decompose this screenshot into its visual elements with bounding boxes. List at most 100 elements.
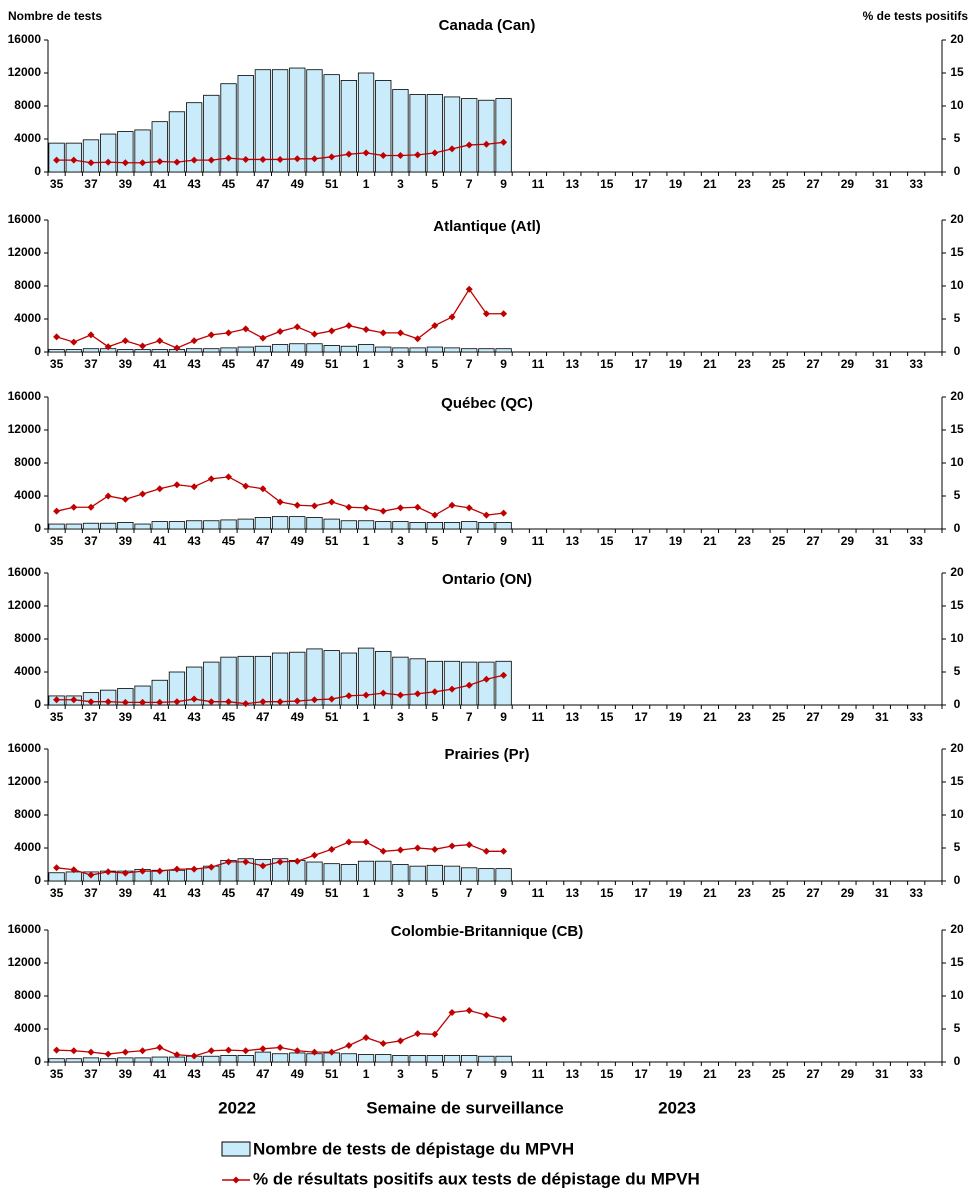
marker xyxy=(139,698,147,706)
x-tick-label: 51 xyxy=(325,534,339,548)
bar xyxy=(461,1055,478,1063)
bar xyxy=(443,96,461,173)
marker xyxy=(310,1048,318,1056)
x-tick-label: 37 xyxy=(84,177,98,191)
x-tick-label: 15 xyxy=(600,177,614,191)
panel: Prairies (Pr)040008000120001600005101520… xyxy=(8,741,964,900)
bar xyxy=(375,346,392,353)
x-tick-label: 35 xyxy=(50,534,64,548)
bar xyxy=(151,121,168,173)
x-tick-label: 39 xyxy=(119,1067,133,1081)
bar xyxy=(323,344,340,353)
bar xyxy=(82,1057,100,1063)
bar xyxy=(375,80,392,173)
x-tick-label: 29 xyxy=(841,710,855,724)
bar xyxy=(237,518,254,530)
bar xyxy=(271,652,289,706)
marker xyxy=(448,1009,456,1016)
x-tick-label: 41 xyxy=(153,357,167,371)
bar xyxy=(357,1054,375,1063)
marker xyxy=(139,342,147,350)
x-tick-label: 43 xyxy=(187,886,201,900)
x-tick-label: 9 xyxy=(500,710,507,724)
x-tick-label: 41 xyxy=(153,177,167,191)
x-tick-label: 3 xyxy=(397,177,404,191)
bar xyxy=(237,346,254,353)
y-tick-label: 0 xyxy=(34,521,41,535)
bar xyxy=(220,519,237,530)
marker xyxy=(276,1043,284,1051)
marker xyxy=(310,696,318,704)
bar xyxy=(340,80,358,173)
x-tick-label: 19 xyxy=(669,886,683,900)
marker xyxy=(431,322,439,330)
bar xyxy=(392,89,409,173)
bar xyxy=(185,348,203,353)
marker xyxy=(362,504,370,512)
y-tick-label: 16000 xyxy=(8,212,42,226)
x-tick-label: 25 xyxy=(772,1067,786,1081)
marker xyxy=(225,1046,233,1054)
year-label: 2022 xyxy=(218,1098,256,1117)
x-tick-label: 19 xyxy=(669,357,683,371)
x-tick-label: 27 xyxy=(806,710,820,724)
bar xyxy=(220,347,237,353)
marker xyxy=(225,473,233,481)
y-tick-label: 4000 xyxy=(14,131,41,145)
x-tick-label: 21 xyxy=(703,710,717,724)
marker xyxy=(396,1037,404,1045)
marker xyxy=(500,1015,508,1023)
marker xyxy=(414,844,422,852)
marker xyxy=(448,313,456,321)
marker xyxy=(190,483,198,491)
x-tick-label: 45 xyxy=(222,534,236,548)
x-tick-label: 9 xyxy=(500,1067,507,1081)
marker xyxy=(259,1045,267,1053)
marker xyxy=(87,159,95,167)
bar xyxy=(426,864,443,882)
y2-tick-label: 5 xyxy=(954,131,961,145)
marker xyxy=(190,865,198,873)
y-tick-label: 12000 xyxy=(8,245,42,259)
x-tick-label: 7 xyxy=(466,357,473,371)
marker xyxy=(362,838,370,846)
marker xyxy=(379,329,387,337)
y2-tick-label: 20 xyxy=(950,922,964,936)
x-tick-label: 29 xyxy=(841,534,855,548)
x-tick-label: 11 xyxy=(532,710,545,724)
bar xyxy=(254,655,272,706)
x-tick-label: 39 xyxy=(119,886,133,900)
x-tick-label: 49 xyxy=(291,710,305,724)
x-tick-label: 15 xyxy=(600,1067,614,1081)
marker xyxy=(87,1048,95,1056)
marker xyxy=(87,503,95,511)
marker xyxy=(345,503,353,511)
bar xyxy=(392,864,409,882)
bar xyxy=(409,1055,426,1063)
bar xyxy=(220,656,237,706)
marker xyxy=(173,344,181,352)
legend-label: Nombre de tests de dépistage du MPVH xyxy=(253,1139,574,1158)
marker xyxy=(293,697,301,705)
x-tick-label: 5 xyxy=(431,357,438,371)
x-tick-label: 13 xyxy=(566,886,580,900)
x-tick-label: 51 xyxy=(325,357,339,371)
x-tick-label: 23 xyxy=(738,710,752,724)
bar xyxy=(323,518,340,530)
marker xyxy=(225,698,233,706)
x-tick-label: 39 xyxy=(119,357,133,371)
y2-tick-label: 0 xyxy=(954,697,961,711)
x-tick-label: 33 xyxy=(910,886,924,900)
marker xyxy=(156,157,164,165)
marker xyxy=(328,327,336,335)
bar xyxy=(203,94,220,173)
y-tick-label: 0 xyxy=(34,164,41,178)
chart-title: Ontario (ON) xyxy=(442,571,532,588)
x-tick-label: 43 xyxy=(187,177,201,191)
bar xyxy=(117,349,134,353)
marker xyxy=(104,1050,112,1058)
bar xyxy=(426,346,443,353)
x-tick-label: 47 xyxy=(256,357,270,371)
marker xyxy=(104,343,112,351)
x-tick-label: 45 xyxy=(222,1067,236,1081)
